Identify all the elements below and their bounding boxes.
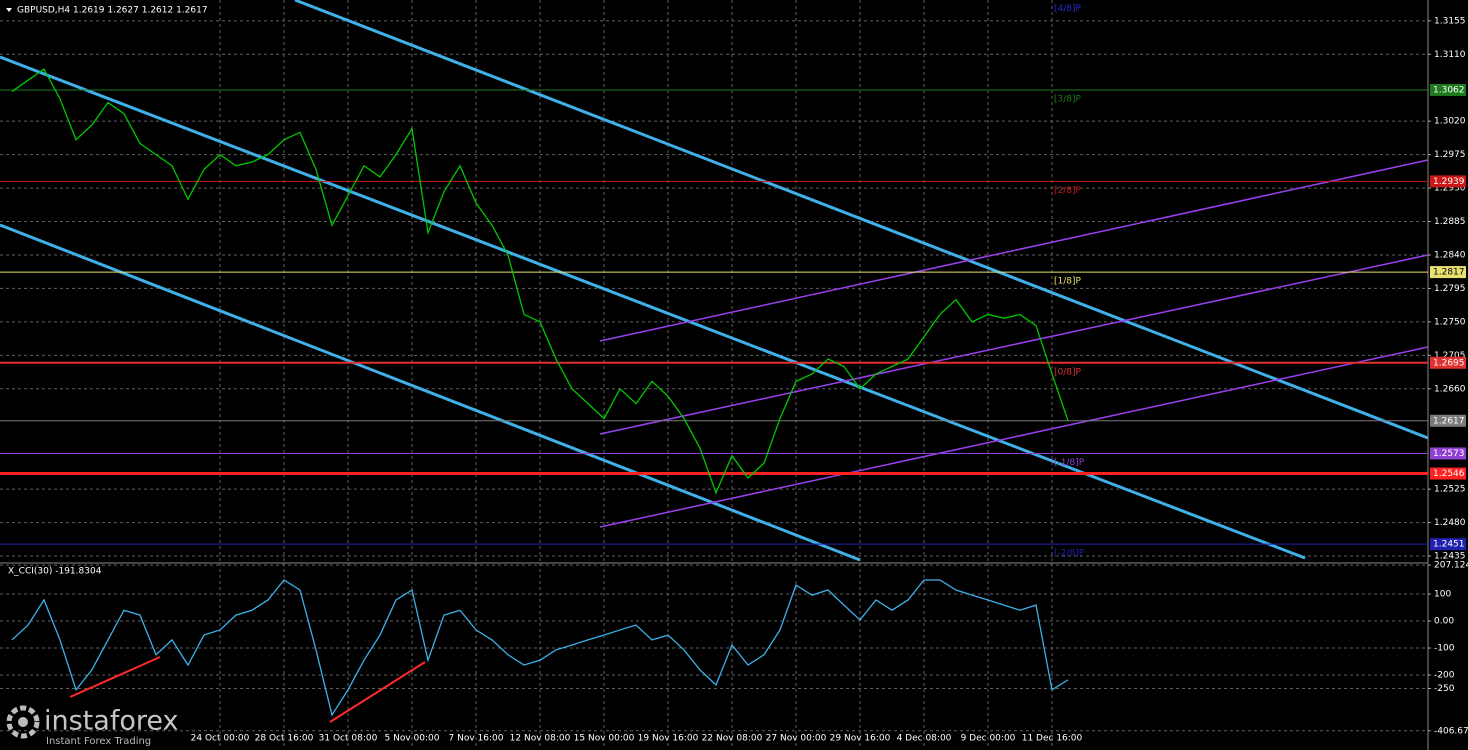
y-tick-label: -250 <box>1434 684 1455 694</box>
y-tick-label: 1.2885 <box>1434 217 1466 227</box>
y-tick-label: 1.3020 <box>1434 117 1466 127</box>
x-tick-label: 31 Oct 08:00 <box>319 734 378 744</box>
level-label: [2/8]P <box>1054 186 1082 196</box>
x-tick-label: 28 Oct 16:00 <box>255 734 314 744</box>
x-tick-label: 4 Dec 08:00 <box>897 734 952 744</box>
price-box <box>1430 175 1466 188</box>
logo <box>18 717 28 727</box>
y-tick-label: 1.2525 <box>1434 485 1466 495</box>
x-tick-label: 24 Oct 00:00 <box>191 734 250 744</box>
x-tick-label: 5 Nov 00:00 <box>385 734 440 744</box>
y-tick-label: 1.2705 <box>1434 351 1466 361</box>
y-tick-label: 1.2660 <box>1434 384 1466 394</box>
x-tick-label: 9 Dec 00:00 <box>961 734 1016 744</box>
chart-title: GBPUSD,H4 1.2619 1.2627 1.2612 1.2617 <box>17 6 208 16</box>
level-label: [-1/8]P <box>1054 458 1085 468</box>
x-tick-label: 22 Nov 08:00 <box>702 734 763 744</box>
price-box-label: 1.2817 <box>1433 268 1465 278</box>
level-label: [3/8]P <box>1054 94 1082 104</box>
x-tick-label: 27 Nov 00:00 <box>766 734 827 744</box>
cci-divergence <box>69 656 426 723</box>
divergence-line <box>69 656 161 698</box>
collapse-icon <box>6 8 12 12</box>
y-tick-label: -100 <box>1434 644 1455 654</box>
logo <box>6 705 40 739</box>
x-tick-label: 11 Dec 16:00 <box>1022 734 1083 744</box>
y-tick-label: 1.2930 <box>1434 184 1466 194</box>
y-tick-label: 1.2840 <box>1434 250 1466 260</box>
y-tick-label: 1.3155 <box>1434 16 1466 26</box>
price-box-label: 1.2939 <box>1433 177 1465 187</box>
y-tick-label: 1.2435 <box>1434 552 1466 562</box>
y-tick-label: 207.1248 <box>1434 561 1468 571</box>
y-tick-label: 1.3110 <box>1434 50 1466 60</box>
price-box-label: 1.2546 <box>1433 469 1465 479</box>
price-box-label: 1.3062 <box>1433 85 1465 95</box>
series-line <box>11 579 1069 717</box>
y-tick-label: 1.2795 <box>1434 284 1466 294</box>
channel-line <box>0 223 861 562</box>
channel-line <box>599 254 1429 435</box>
y-tick-label: 0.00 <box>1434 617 1454 627</box>
level-label: [1/8]P <box>1054 277 1082 287</box>
series-line <box>11 68 1069 495</box>
y-tick-label: 1.2750 <box>1434 317 1466 327</box>
y-tick-label: -406.6771 <box>1434 726 1468 736</box>
regression-channel <box>599 159 1429 528</box>
price-box <box>1430 266 1466 279</box>
indicator-title: X_CCI(30) -191.8304 <box>8 567 102 577</box>
channel-line <box>294 0 1429 440</box>
price-box <box>1430 356 1466 369</box>
x-tick-label: 29 Nov 16:00 <box>830 734 891 744</box>
channel-line <box>599 159 1429 342</box>
price-box-label: 1.2451 <box>1433 540 1465 550</box>
level-label: [4/8]P <box>1054 4 1082 14</box>
price-box <box>1430 414 1466 427</box>
y-tick-label: -200 <box>1434 671 1455 681</box>
grid <box>0 0 1428 746</box>
y-tick-label: 1.2480 <box>1434 518 1466 528</box>
price-box-label: 1.2573 <box>1433 449 1465 459</box>
x-tick-label: 12 Nov 08:00 <box>510 734 571 744</box>
divergence-line <box>329 661 426 723</box>
x-tick-label: 19 Nov 16:00 <box>638 734 699 744</box>
tagline: Instant Forex Trading <box>46 736 151 747</box>
price-box-label: 1.2695 <box>1433 358 1465 368</box>
level-label: [0/8]P <box>1054 367 1082 377</box>
price-box <box>1430 467 1466 480</box>
price-box <box>1430 538 1466 551</box>
x-tick-label: 7 Nov 16:00 <box>449 734 504 744</box>
price-box <box>1430 447 1466 460</box>
x-tick-label: 15 Nov 00:00 <box>574 734 635 744</box>
channel-line <box>599 346 1429 528</box>
plot: [4/8]P [3/8]P [2/8]P [1/8]P [0/8]P [-1/8]P [-2… <box>0 4 1428 717</box>
y-tick-label: 100 <box>1434 590 1451 600</box>
level-label: [-2/8]P <box>1054 549 1085 559</box>
price-box <box>1430 83 1466 96</box>
brand: instaforex <box>44 706 178 737</box>
price-box-label: 1.2617 <box>1433 416 1465 426</box>
y-tick-label: 1.2975 <box>1434 150 1466 160</box>
watermark: instaforex Instant Forex Trading <box>6 705 178 747</box>
